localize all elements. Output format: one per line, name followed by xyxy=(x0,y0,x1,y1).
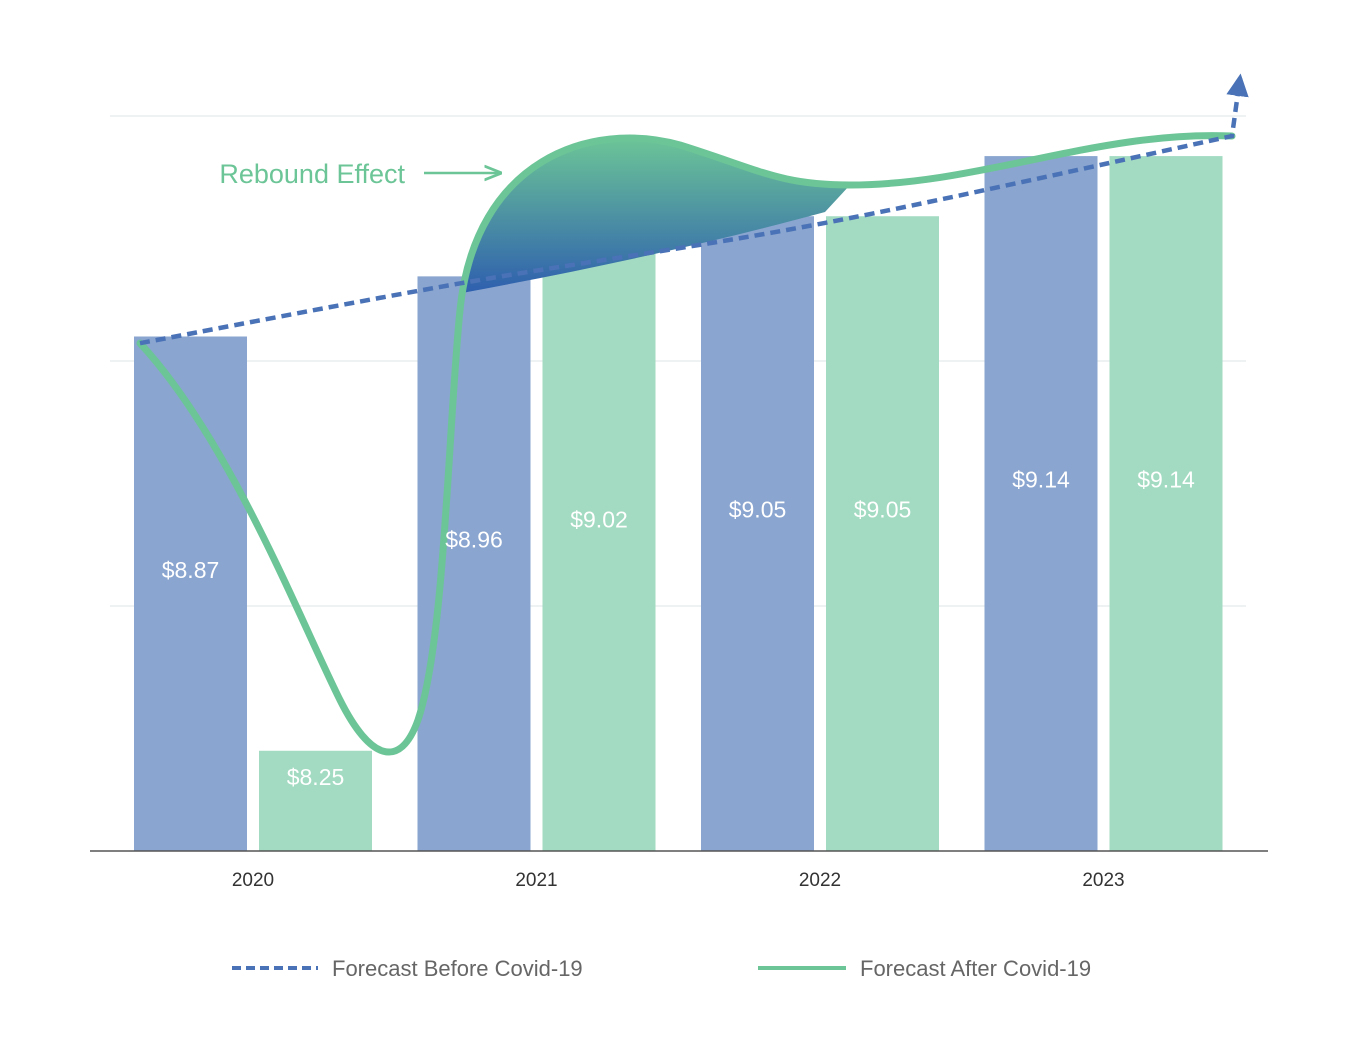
trend-lines xyxy=(136,73,1249,756)
bar-value-label: $8.25 xyxy=(287,764,345,790)
x-tick-label: 2021 xyxy=(515,870,557,891)
bar-value-label: $9.14 xyxy=(1012,467,1070,493)
bar-after-2022 xyxy=(826,216,939,851)
bar-before-2020 xyxy=(134,336,247,851)
bar-after-2020 xyxy=(259,750,372,851)
legend-after-label: Forecast After Covid-19 xyxy=(860,956,1091,981)
rebound-label: Rebound Effect xyxy=(219,159,405,189)
x-tick-label: 2020 xyxy=(232,870,274,891)
legend-before-label: Forecast Before Covid-19 xyxy=(332,956,583,981)
x-tick-labels: 2020 2021 2022 2023 xyxy=(232,870,1125,891)
bar-after-2023 xyxy=(1109,156,1223,851)
rebound-shade xyxy=(462,137,850,293)
line-forecast-before xyxy=(139,73,1249,346)
rebound-annotation: Rebound Effect xyxy=(219,159,500,189)
bar-value-label: $9.05 xyxy=(854,497,912,523)
bar-value-label: $9.02 xyxy=(570,507,628,533)
legend: Forecast Before Covid-19 Forecast After … xyxy=(232,956,1091,981)
bar-labels: $8.87 $8.25 $8.96 $9.02 $9.05 $9.05 $9.14 $9.14 xyxy=(162,467,1195,790)
bar-value-label: $9.05 xyxy=(729,497,787,523)
bar-value-label: $8.96 xyxy=(445,527,503,553)
x-tick-label: 2023 xyxy=(1082,870,1124,891)
rebound-area xyxy=(462,137,850,293)
bar-after-2021 xyxy=(542,236,656,852)
bar-before-2022 xyxy=(701,216,814,851)
bar-value-label: $9.14 xyxy=(1137,467,1195,493)
x-tick-label: 2022 xyxy=(799,870,841,891)
bar-before-2023 xyxy=(984,156,1098,851)
bar-before-2021 xyxy=(417,276,531,851)
bars xyxy=(134,156,1223,852)
bar-value-label: $8.87 xyxy=(162,557,220,583)
line-forecast-after xyxy=(136,132,1236,756)
